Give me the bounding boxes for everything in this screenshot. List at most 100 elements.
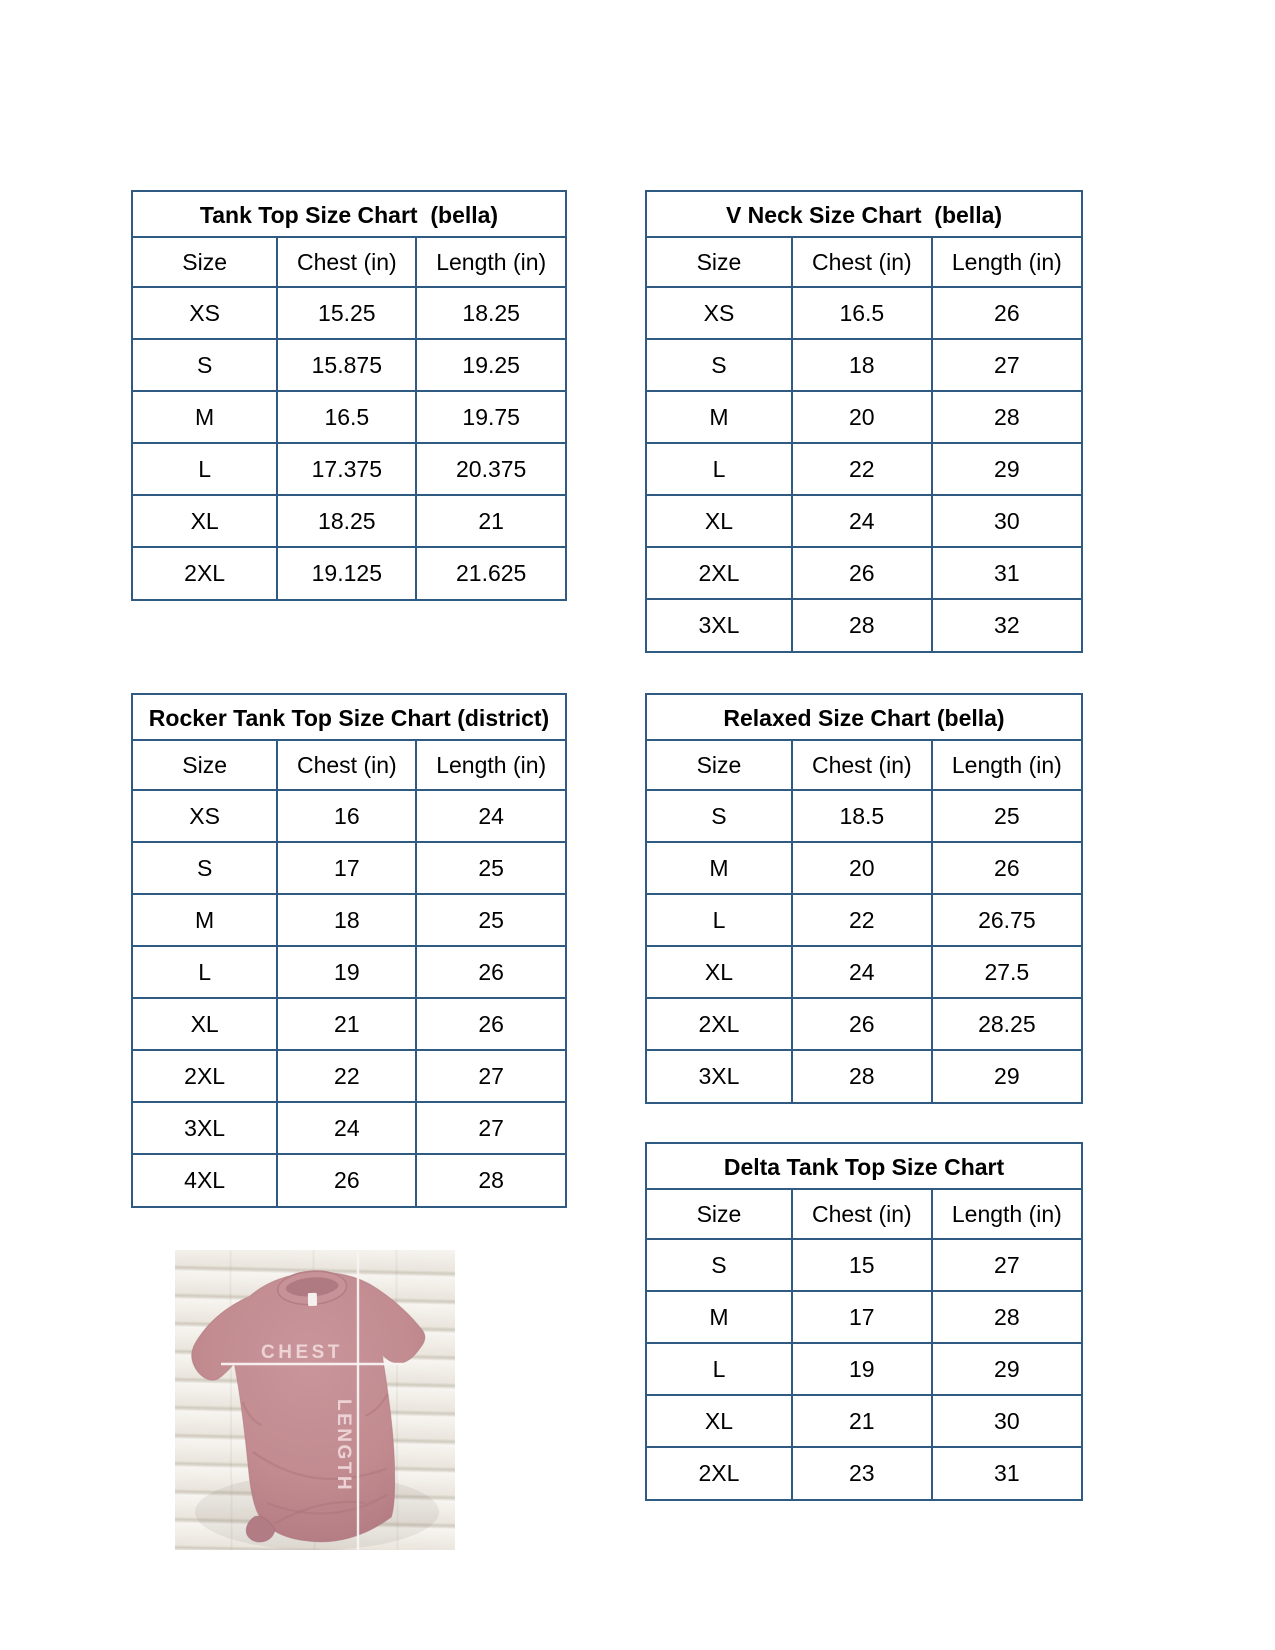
size-row: M 20 28	[646, 390, 1083, 444]
column-header: Chest (in)	[790, 237, 933, 288]
column-header: Size	[131, 740, 279, 791]
chest-cell: 26	[790, 546, 933, 600]
column-header: Size	[646, 1189, 793, 1240]
size-cell: S	[646, 1238, 793, 1292]
size-cell: 2XL	[131, 1049, 279, 1103]
v-neck-bella-grid: Size Chest (in) Length (in) XS 16.5 26 S 18 27 M 2…	[646, 237, 1083, 652]
size-cell: 3XL	[646, 1049, 793, 1103]
size-row: XS 16.5 26	[646, 286, 1083, 340]
size-cell: 2XL	[646, 997, 793, 1051]
length-cell: 19.25	[415, 338, 566, 392]
size-row: 4XL 26 28	[131, 1153, 566, 1207]
table-title: Rocker Tank Top Size Chart (district)	[133, 695, 565, 741]
size-cell: M	[646, 390, 793, 444]
size-row: L 17.375 20.375	[131, 442, 566, 496]
chest-cell: 22	[790, 442, 933, 496]
shirt-silhouette	[191, 1271, 426, 1543]
size-cell: S	[131, 338, 279, 392]
chest-cell: 20	[790, 390, 933, 444]
size-row: XL 21 30	[646, 1394, 1083, 1448]
length-cell: 28	[930, 390, 1083, 444]
size-cell: S	[131, 841, 279, 895]
column-header: Chest (in)	[790, 1189, 933, 1240]
length-cell: 20.375	[415, 442, 566, 496]
tshirt-body	[191, 1270, 426, 1543]
relaxed-bella-grid: Size Chest (in) Length (in) S 18.5 25 M 20 26 L 22…	[646, 740, 1083, 1103]
length-cell: 21.625	[415, 546, 566, 600]
rocker-tank-top-district-grid: Size Chest (in) Length (in) XS 16 24 S 17 25 M 18 2…	[131, 740, 566, 1207]
length-cell: 26	[930, 841, 1083, 895]
chest-cell: 26	[276, 1153, 418, 1207]
length-cell: 27	[415, 1101, 566, 1155]
chest-cell: 19	[790, 1342, 933, 1396]
chest-cell: 28	[790, 1049, 933, 1103]
size-cell: 3XL	[646, 598, 793, 652]
length-cell: 28	[415, 1153, 566, 1207]
size-cell: M	[646, 1290, 793, 1344]
size-row: L 22 26.75	[646, 893, 1083, 947]
hem-knot	[245, 1515, 276, 1543]
chest-cell: 22	[790, 893, 933, 947]
size-row: M 16.5 19.75	[131, 390, 566, 444]
size-row: L 19 26	[131, 945, 566, 999]
size-cell: L	[646, 442, 793, 496]
size-row: S 15.875 19.25	[131, 338, 566, 392]
size-cell: S	[646, 789, 793, 843]
chest-cell: 19	[276, 945, 418, 999]
table-rocker-tank-top-district: Rocker Tank Top Size Chart (district) Si…	[131, 693, 567, 1208]
size-row: XS 15.25 18.25	[131, 286, 566, 340]
chest-label: CHEST	[261, 1342, 343, 1363]
length-cell: 27	[415, 1049, 566, 1103]
size-cell: L	[646, 1342, 793, 1396]
size-row: XL 18.25 21	[131, 494, 566, 548]
table-body: Size Chest (in) Length (in) S 15 27 M 17 28 L 19 29…	[646, 1189, 1083, 1500]
column-header: Chest (in)	[276, 740, 418, 791]
collar-opening	[282, 1273, 343, 1301]
fabric-folds	[241, 1393, 388, 1525]
size-cell: XL	[646, 945, 793, 999]
table-v-neck-bella: V Neck Size Chart (bella) Size Chest (in)…	[645, 190, 1083, 653]
column-header: Size	[646, 237, 793, 288]
care-tag	[307, 1292, 318, 1306]
column-header: Length (in)	[415, 740, 566, 791]
size-row: XL 24 27.5	[646, 945, 1083, 999]
length-cell: 27	[930, 1238, 1083, 1292]
tank-top-bella-grid: Size Chest (in) Length (in) XS 15.25 18.25 S 15…	[131, 237, 566, 600]
size-cell: 2XL	[131, 546, 279, 600]
size-cell: XL	[131, 494, 279, 548]
table-body: Size Chest (in) Length (in) XS 16.5 26 S 18 27 M 2…	[646, 237, 1083, 652]
chest-cell: 18	[276, 893, 418, 947]
length-cell: 27	[930, 338, 1083, 392]
table-relaxed-bella: Relaxed Size Chart (bella) Size Chest (in…	[645, 693, 1083, 1104]
header-row: Size Chest (in) Length (in)	[646, 237, 1083, 288]
header-row: Size Chest (in) Length (in)	[646, 1189, 1083, 1240]
size-cell: XS	[131, 789, 279, 843]
size-row: L 22 29	[646, 442, 1083, 496]
chest-cell: 18.25	[276, 494, 418, 548]
size-cell: L	[646, 893, 793, 947]
size-cell: 2XL	[646, 1446, 793, 1500]
length-cell: 32	[930, 598, 1083, 652]
length-cell: 28.25	[930, 997, 1083, 1051]
length-cell: 29	[930, 1342, 1083, 1396]
size-row: 3XL 28 32	[646, 598, 1083, 652]
delta-tank-top-grid: Size Chest (in) Length (in) S 15 27 M 17 28 L 19 29…	[646, 1189, 1083, 1500]
size-row: M 17 28	[646, 1290, 1083, 1344]
length-cell: 26.75	[930, 893, 1083, 947]
chest-cell: 24	[790, 494, 933, 548]
chest-cell: 28	[790, 598, 933, 652]
chest-cell: 17.375	[276, 442, 418, 496]
chest-cell: 18	[790, 338, 933, 392]
length-cell: 18.25	[415, 286, 566, 340]
chest-cell: 17	[790, 1290, 933, 1344]
column-header: Length (in)	[415, 237, 566, 288]
size-row: 2XL 26 31	[646, 546, 1083, 600]
tshirt-graphic: CHEST LENGTH	[191, 1252, 439, 1550]
size-cell: M	[131, 390, 279, 444]
size-cell: M	[131, 893, 279, 947]
size-row: XS 16 24	[131, 789, 566, 843]
header-row: Size Chest (in) Length (in)	[131, 740, 566, 791]
table-title: Delta Tank Top Size Chart	[647, 1144, 1081, 1190]
column-header: Length (in)	[930, 740, 1083, 791]
size-cell: XS	[646, 286, 793, 340]
